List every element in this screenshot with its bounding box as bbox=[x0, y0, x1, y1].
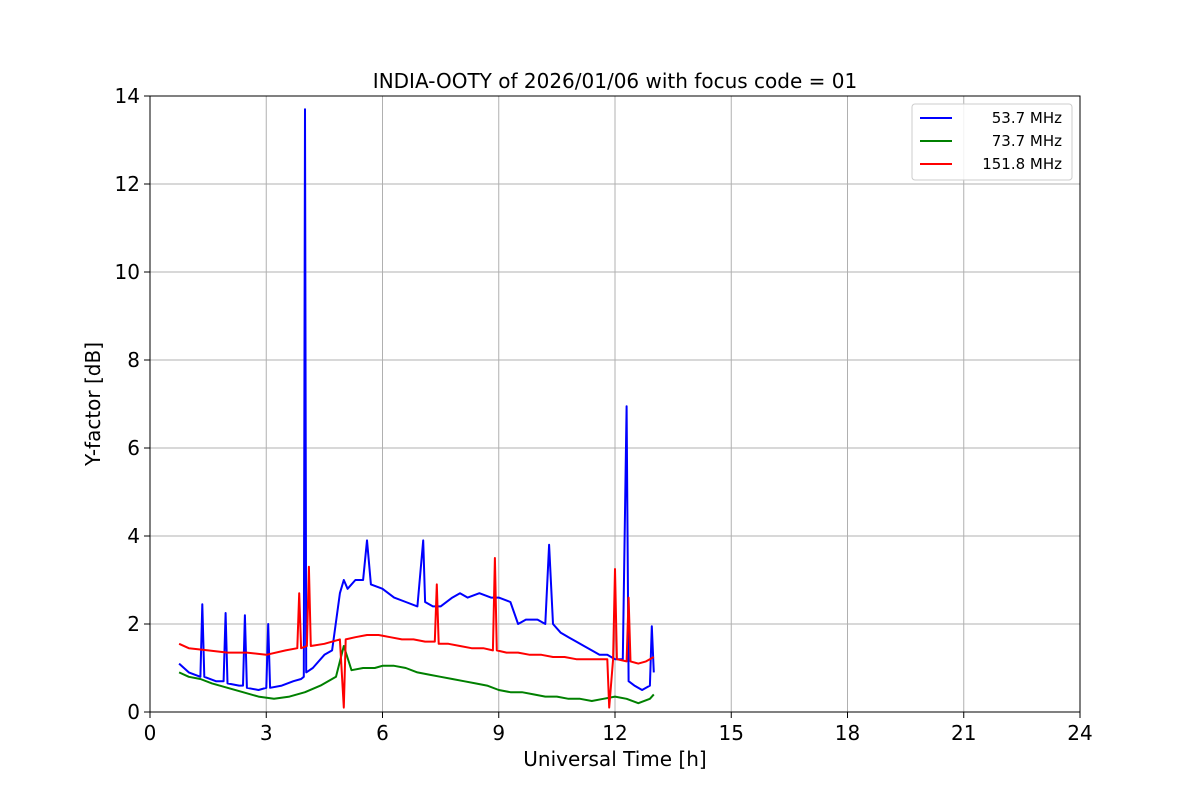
y-tick-label: 8 bbox=[127, 348, 140, 372]
x-tick-label: 15 bbox=[719, 721, 744, 745]
y-tick-label: 4 bbox=[127, 524, 140, 548]
series-line-0 bbox=[178, 108, 655, 691]
legend-box bbox=[911, 103, 1073, 181]
y-axis-ticks: 0 2 4 6 8 10 12 14 bbox=[115, 84, 150, 724]
x-tick-label: 0 bbox=[144, 721, 157, 745]
x-tick-label: 24 bbox=[1067, 721, 1092, 745]
y-tick-label: 12 bbox=[115, 172, 140, 196]
x-tick-label: 3 bbox=[260, 721, 273, 745]
series-line-2 bbox=[178, 557, 655, 709]
x-tick-label: 12 bbox=[602, 721, 627, 745]
legend-label-1: 73.7 MHz bbox=[992, 132, 1062, 150]
y-tick-label: 14 bbox=[115, 84, 140, 108]
x-tick-label: 18 bbox=[835, 721, 860, 745]
x-tick-label: 21 bbox=[951, 721, 976, 745]
legend: 53.7 MHz 73.7 MHz 151.8 MHz bbox=[911, 103, 1073, 181]
legend-label-2: 151.8 MHz bbox=[982, 155, 1062, 173]
y-axis-label: Y-factor [dB] bbox=[81, 342, 105, 467]
x-tick-label: 9 bbox=[492, 721, 505, 745]
x-tick-label: 6 bbox=[376, 721, 389, 745]
legend-label-0: 53.7 MHz bbox=[992, 109, 1062, 127]
y-tick-label: 6 bbox=[127, 436, 140, 460]
x-axis-label: Universal Time [h] bbox=[523, 747, 706, 771]
y-tick-label: 0 bbox=[127, 700, 140, 724]
y-tick-label: 2 bbox=[127, 612, 140, 636]
x-axis-ticks: 0 3 6 9 12 15 18 21 24 bbox=[144, 712, 1093, 745]
y-tick-label: 10 bbox=[115, 260, 140, 284]
series-line-1 bbox=[178, 645, 655, 705]
chart-title: INDIA-OOTY of 2026/01/06 with focus code… bbox=[373, 69, 857, 93]
plot-series bbox=[178, 108, 655, 709]
